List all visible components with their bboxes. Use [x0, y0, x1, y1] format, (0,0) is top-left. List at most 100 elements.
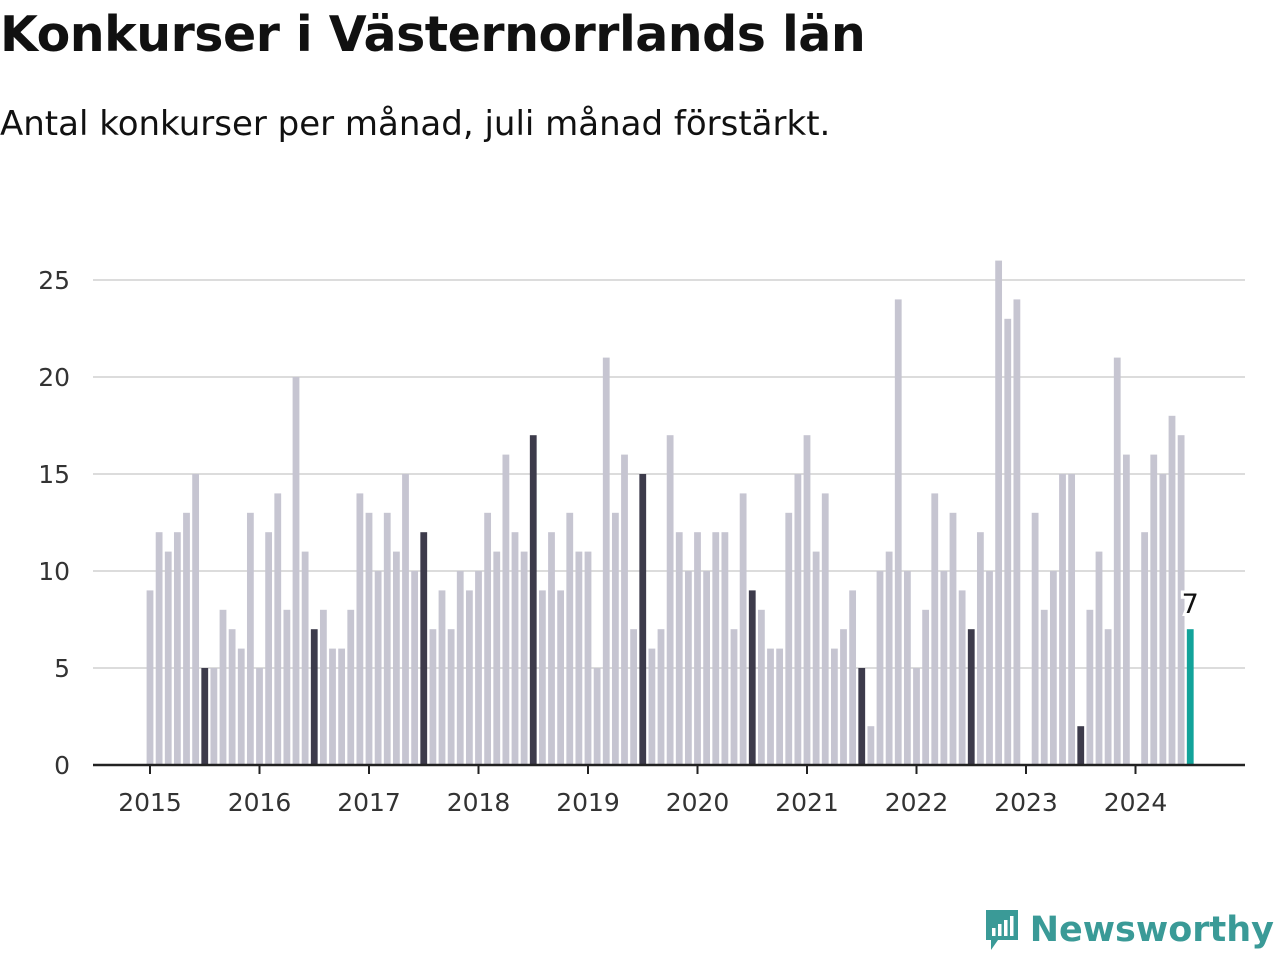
- bar: [383, 512, 391, 765]
- bar: [1059, 474, 1066, 765]
- bar: [338, 648, 346, 765]
- bar-july: [858, 668, 866, 765]
- bar: [447, 629, 455, 765]
- bar: [1040, 609, 1048, 765]
- bar: [146, 590, 154, 765]
- bar: [465, 590, 473, 765]
- x-tick-label: 2021: [775, 788, 839, 817]
- brand-name: Newsworthy: [1029, 910, 1274, 950]
- bar: [730, 629, 738, 765]
- bar: [1122, 454, 1130, 765]
- bar: [976, 532, 984, 765]
- bar-latest: [1186, 629, 1194, 765]
- bar: [392, 551, 400, 765]
- bar: [356, 493, 364, 765]
- bar: [666, 435, 674, 765]
- bar-july: [420, 532, 428, 765]
- x-tick-label: 2022: [885, 788, 949, 817]
- bar: [1013, 299, 1021, 765]
- bar: [621, 454, 628, 765]
- bar: [347, 609, 355, 765]
- bar: [1095, 551, 1103, 765]
- bar: [228, 629, 236, 765]
- x-tick-label: 2024: [1104, 788, 1168, 817]
- bar: [283, 609, 291, 765]
- bar: [319, 609, 327, 765]
- bar: [694, 532, 701, 765]
- bar: [593, 668, 601, 765]
- bar: [493, 551, 501, 765]
- bar: [548, 532, 555, 765]
- bar-july: [529, 435, 537, 765]
- bar: [456, 571, 464, 765]
- bar: [995, 260, 1003, 765]
- bar: [1168, 415, 1176, 765]
- x-tick-label: 2023: [994, 788, 1058, 817]
- bar-july: [639, 474, 647, 765]
- bar: [365, 512, 373, 765]
- bar: [1068, 474, 1076, 765]
- bar: [812, 551, 820, 765]
- bar: [301, 551, 309, 765]
- bar: [1031, 512, 1039, 765]
- bar: [402, 474, 409, 765]
- bar-july: [1077, 726, 1085, 765]
- bar: [630, 629, 638, 765]
- bar: [538, 590, 546, 765]
- bar: [885, 551, 893, 765]
- bar: [922, 609, 930, 765]
- bar: [1159, 474, 1167, 765]
- bar: [767, 648, 774, 765]
- bar: [903, 571, 911, 765]
- bar: [219, 609, 227, 765]
- chart-speech-bubble-icon: [985, 910, 1018, 950]
- x-tick-label: 2019: [556, 788, 620, 817]
- bar: [894, 299, 902, 765]
- bar: [584, 551, 592, 765]
- bar: [776, 648, 784, 765]
- bar: [475, 571, 482, 765]
- bar: [155, 532, 163, 765]
- x-tick-label: 2018: [447, 788, 511, 817]
- bar: [1004, 318, 1012, 765]
- x-axis: 2015 2016 2017 2018 2019 2020 2021 2022 2023 2024: [93, 763, 1245, 817]
- brand-logo: Newsworthy: [982, 906, 1274, 954]
- bar: [1049, 571, 1057, 765]
- bar: [712, 532, 720, 765]
- bar: [602, 357, 610, 765]
- bar: [329, 648, 336, 765]
- bar: [648, 648, 656, 765]
- bar: [830, 648, 838, 765]
- bar: [949, 512, 957, 765]
- bar: [794, 474, 802, 765]
- y-tick-label: 5: [54, 654, 70, 683]
- bar: [374, 571, 382, 765]
- bar: [675, 532, 683, 765]
- bar: [502, 454, 510, 765]
- y-axis-ticks: 0 5 10 15 20 25: [38, 266, 70, 780]
- x-tick-label: 2015: [118, 788, 182, 817]
- bar: [274, 493, 282, 765]
- bar: [484, 512, 492, 765]
- bar: [246, 512, 254, 765]
- bar: [210, 668, 218, 765]
- bar-july: [748, 590, 756, 765]
- bar: [867, 726, 875, 765]
- bar: [913, 668, 920, 765]
- y-tick-label: 0: [54, 751, 70, 780]
- bars: [146, 260, 1194, 765]
- chart-title: Konkurser i Västernorrlands län: [0, 6, 866, 63]
- bar: [958, 590, 966, 765]
- bar-july: [967, 629, 975, 765]
- bar: [438, 590, 446, 765]
- x-tick-label: 2017: [337, 788, 401, 817]
- bar: [557, 590, 565, 765]
- bar: [1141, 532, 1149, 765]
- bar: [1150, 454, 1158, 765]
- bar: [575, 551, 583, 765]
- bar: [684, 571, 692, 765]
- bar: [757, 609, 765, 765]
- bar: [183, 512, 190, 765]
- bar: [739, 493, 747, 765]
